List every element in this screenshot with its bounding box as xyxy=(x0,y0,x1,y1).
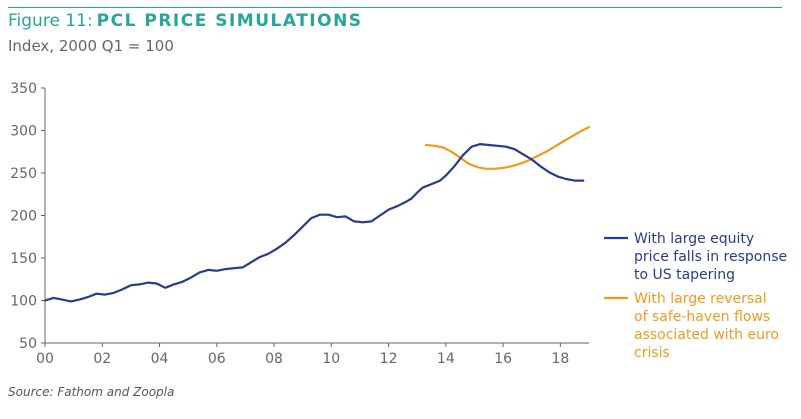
y-tick-label: 300 xyxy=(10,124,37,140)
y-tick-label: 100 xyxy=(10,294,37,310)
title-rule xyxy=(8,7,782,8)
x-tick-label: 12 xyxy=(380,351,398,367)
y-tick-label: 150 xyxy=(10,251,37,267)
x-tick-label: 08 xyxy=(265,351,283,367)
legend-label-safe-haven-reversal: crisis xyxy=(634,345,670,361)
x-tick-label: 10 xyxy=(322,351,340,367)
source-note: Source: Fathom and Zoopla xyxy=(8,385,175,399)
y-tick-label: 350 xyxy=(10,81,37,97)
x-tick-label: 02 xyxy=(93,351,111,367)
chart-subtitle: Index, 2000 Q1 = 100 xyxy=(8,37,174,55)
chart-title: Figure 11: PCL PRICE SIMULATIONS xyxy=(8,11,363,31)
legend-label-equity-falls: to US tapering xyxy=(634,267,735,283)
y-tick-label: 200 xyxy=(10,209,37,225)
legend-label-safe-haven-reversal: associated with euro xyxy=(634,327,779,343)
x-tick-label: 14 xyxy=(437,351,455,367)
series-line-equity-falls xyxy=(43,143,585,303)
figure-title: PCL PRICE SIMULATIONS xyxy=(96,11,363,31)
legend-label-safe-haven-reversal: With large reversal xyxy=(634,291,767,307)
x-tick-label: 18 xyxy=(551,351,569,367)
legend-label-equity-falls: With large equity xyxy=(634,231,754,247)
series-line-safe-haven-reversal xyxy=(424,126,591,170)
x-tick-label: 06 xyxy=(208,351,226,367)
legend-label-safe-haven-reversal: of safe-haven flows xyxy=(634,309,770,325)
y-tick-label: 50 xyxy=(19,336,37,352)
y-tick-label: 250 xyxy=(10,166,37,182)
x-tick-label: 00 xyxy=(36,351,54,367)
x-tick-label: 04 xyxy=(151,351,169,367)
x-tick-label: 16 xyxy=(494,351,512,367)
legend-label-equity-falls: price falls in response xyxy=(634,249,787,265)
figure-label: Figure 11: xyxy=(8,11,93,31)
